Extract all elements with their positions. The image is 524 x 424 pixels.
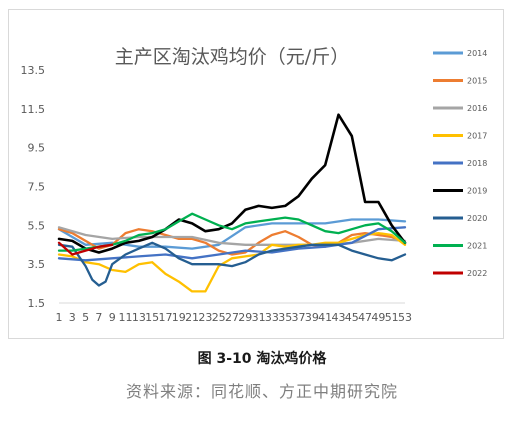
x-tick-label: 5 bbox=[82, 311, 89, 324]
legend-label-2020: 2020 bbox=[467, 214, 487, 223]
series-line-2018 bbox=[57, 226, 407, 262]
figure-frame bbox=[8, 9, 504, 339]
x-tick-label: 49 bbox=[371, 311, 385, 324]
legend-label-2015: 2015 bbox=[467, 77, 487, 86]
source-line: 资料来源：同花顺、方正中期研究院 bbox=[125, 382, 398, 401]
x-tick-label: 15 bbox=[145, 311, 159, 324]
series-line-2020 bbox=[57, 241, 407, 287]
x-tick-label: 25 bbox=[212, 311, 226, 324]
figure-caption: 图 3-10 淘汰鸡价格 bbox=[197, 351, 327, 367]
price-line-chart: 主产区淘汰鸡均价（元/斤） 1.53.55.57.59.511.513.51 3 5… bbox=[21, 46, 488, 324]
legend-label-2022: 2022 bbox=[467, 269, 487, 278]
x-tick-label: 35 bbox=[278, 311, 292, 324]
y-tick-label: 7.5 bbox=[28, 181, 46, 194]
x-tick-label: 31 bbox=[252, 311, 266, 324]
chart-title: 主产区淘汰鸡均价（元/斤） bbox=[115, 46, 349, 68]
series-line-2017 bbox=[57, 231, 407, 293]
x-tick-label: 51 bbox=[385, 311, 399, 324]
x-tick-label: 7 bbox=[95, 311, 102, 324]
y-tick-label: 13.5 bbox=[21, 64, 46, 77]
x-tick-label: 11 bbox=[119, 311, 133, 324]
x-tick-label: 43 bbox=[331, 311, 345, 324]
x-tick-label: 33 bbox=[265, 311, 279, 324]
x-tick-label: 37 bbox=[292, 311, 306, 324]
y-tick-label: 5.5 bbox=[28, 219, 46, 232]
y-tick-label: 9.5 bbox=[28, 142, 46, 155]
series-line-2021 bbox=[57, 212, 407, 252]
legend-label-2018: 2018 bbox=[467, 159, 487, 168]
legend-label-2016: 2016 bbox=[467, 104, 487, 113]
legend-label-2019: 2019 bbox=[467, 187, 487, 196]
x-tick-label: 27 bbox=[225, 311, 239, 324]
x-tick-label: 41 bbox=[318, 311, 332, 324]
x-tick-label: 13 bbox=[132, 311, 146, 324]
x-tick-label: 9 bbox=[109, 311, 116, 324]
legend-label-2021: 2021 bbox=[467, 242, 487, 251]
x-tick-label: 47 bbox=[358, 311, 372, 324]
x-tick-label: 21 bbox=[185, 311, 199, 324]
series-line-2015 bbox=[57, 228, 407, 256]
x-tick-label: 23 bbox=[198, 311, 212, 324]
series-line-2019 bbox=[57, 113, 407, 254]
x-tick-label: 53 bbox=[398, 311, 412, 324]
series-line-2022 bbox=[57, 241, 114, 256]
legend-label-2014: 2014 bbox=[467, 49, 487, 58]
x-tick-label: 3 bbox=[69, 311, 76, 324]
x-tick-label: 17 bbox=[158, 311, 172, 324]
x-tick-label: 39 bbox=[305, 311, 319, 324]
legend-label-2017: 2017 bbox=[467, 132, 487, 141]
y-tick-label: 3.5 bbox=[28, 258, 46, 271]
x-tick-label: 29 bbox=[238, 311, 252, 324]
y-tick-label: 1.5 bbox=[28, 297, 46, 310]
x-tick-label: 45 bbox=[345, 311, 359, 324]
x-tick-label: 19 bbox=[172, 311, 186, 324]
x-tick-label: 1 bbox=[56, 311, 63, 324]
y-tick-label: 11.5 bbox=[21, 103, 46, 116]
